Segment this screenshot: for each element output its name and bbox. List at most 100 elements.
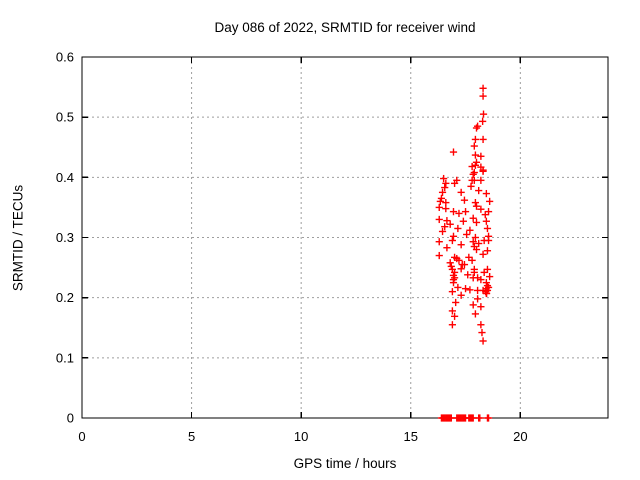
y-tick-label: 0.5 <box>56 110 74 125</box>
plus-marker <box>479 84 487 92</box>
plot-border <box>81 56 609 419</box>
y-tick-label: 0.2 <box>56 290 74 305</box>
plus-marker <box>463 230 471 239</box>
plus-marker <box>467 182 475 190</box>
plus-marker <box>477 152 485 160</box>
y-tick-label: 0.6 <box>56 50 74 65</box>
plus-marker <box>457 188 465 196</box>
plus-marker <box>475 186 483 195</box>
plus-marker <box>469 301 477 309</box>
plus-marker <box>473 122 482 130</box>
plus-marker <box>440 174 448 183</box>
plus-marker <box>441 223 449 231</box>
plus-marker <box>455 256 463 264</box>
plus-marker <box>466 226 474 234</box>
plus-marker <box>448 321 456 329</box>
y-tick-label: 0.3 <box>56 230 74 245</box>
plus-marker <box>475 239 483 248</box>
plus-marker <box>471 151 480 159</box>
plus-marker <box>446 220 454 228</box>
plus-marker <box>469 214 477 222</box>
plus-marker <box>457 265 465 273</box>
plus-marker <box>450 253 459 261</box>
plus-marker <box>446 259 454 267</box>
plus-marker <box>441 183 449 192</box>
plus-marker <box>449 208 458 216</box>
plus-marker <box>457 241 465 249</box>
plus-marker <box>449 232 458 240</box>
plus-marker <box>470 265 478 273</box>
plus-marker <box>471 135 480 144</box>
plus-marker <box>464 271 472 279</box>
plus-marker <box>479 135 487 144</box>
plus-marker <box>435 215 443 224</box>
y-axis-label: SRMTID / TECUs <box>10 184 26 292</box>
plus-marker <box>436 197 444 205</box>
plus-marker <box>457 291 465 299</box>
plus-marker <box>447 262 455 270</box>
plus-marker <box>450 274 459 282</box>
plus-marker <box>455 209 463 218</box>
plus-marker <box>479 167 487 175</box>
plus-marker <box>443 244 451 252</box>
plus-marker <box>477 205 485 213</box>
plus-marker <box>484 236 493 245</box>
plus-marker <box>443 217 451 225</box>
x-tick-label: 0 <box>78 429 85 444</box>
x-tick-label: 5 <box>188 429 195 444</box>
plus-marker <box>486 197 494 205</box>
plus-marker <box>448 307 456 315</box>
plus-marker <box>442 205 450 213</box>
plus-marker <box>442 199 450 207</box>
plus-marker <box>442 179 450 187</box>
x-tick-label: 20 <box>513 429 527 444</box>
plus-marker <box>448 236 456 245</box>
plus-marker <box>450 179 459 187</box>
plus-marker <box>477 176 485 184</box>
plus-marker <box>479 337 487 345</box>
plus-marker <box>471 233 480 242</box>
plus-marker <box>470 142 478 150</box>
plus-marker <box>465 253 473 261</box>
plus-marker <box>435 203 443 212</box>
plus-marker <box>471 310 480 318</box>
x-tick-label: 15 <box>404 429 418 444</box>
plus-marker <box>479 286 487 295</box>
plus-marker <box>481 211 489 219</box>
plus-marker <box>460 260 469 269</box>
x-axis-label: GPS time / hours <box>293 456 397 471</box>
plus-marker <box>461 208 470 216</box>
chart-title: Day 086 of 2022, SRMTID for receiver win… <box>214 20 476 35</box>
plus-marker <box>473 295 482 303</box>
plus-marker <box>469 274 477 282</box>
plus-marker <box>482 189 490 198</box>
plus-marker <box>472 202 481 210</box>
plus-marker <box>472 245 481 254</box>
plus-marker <box>435 251 443 260</box>
plus-marker <box>471 161 480 169</box>
plus-marker <box>477 276 485 284</box>
plus-marker <box>483 224 492 233</box>
plus-marker <box>449 148 458 156</box>
plus-marker <box>438 188 447 196</box>
plus-marker <box>454 224 462 233</box>
y-tick-label: 0.1 <box>56 350 74 365</box>
plus-marker <box>483 247 492 255</box>
plus-marker <box>479 110 488 118</box>
plus-marker <box>471 199 480 207</box>
plus-marker <box>472 124 481 132</box>
plus-marker <box>479 92 487 100</box>
plus-marker <box>452 298 460 307</box>
plus-marker <box>449 279 458 287</box>
plus-marker <box>480 268 488 276</box>
plus-marker <box>476 414 484 422</box>
plus-marker <box>468 162 476 171</box>
plus-marker <box>479 117 487 125</box>
plus-marker <box>479 250 487 258</box>
plus-marker <box>477 321 485 329</box>
y-tick-label: 0.4 <box>56 170 74 185</box>
plus-marker <box>469 170 477 178</box>
plus-marker <box>478 328 486 337</box>
